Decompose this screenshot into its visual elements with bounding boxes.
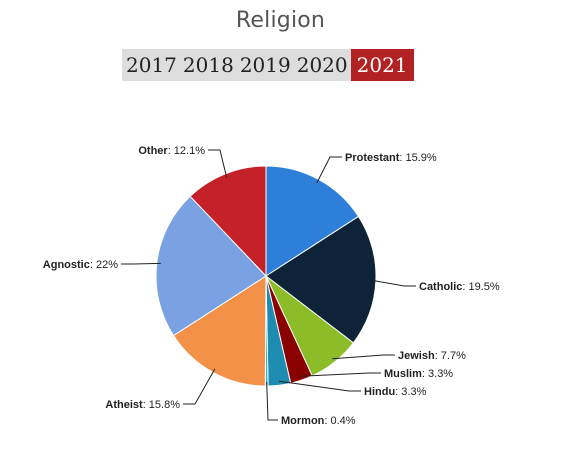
label-value: : 19.5% xyxy=(462,281,500,293)
label-value: : 15.9% xyxy=(399,152,437,164)
label-name: Other xyxy=(138,145,168,157)
connector-atheist xyxy=(183,368,216,405)
tab-year-2021[interactable]: 2021 xyxy=(350,49,414,81)
pie-slices xyxy=(155,165,377,387)
label-atheist: Atheist: 15.8% xyxy=(105,399,180,411)
label-value: : 3.3% xyxy=(395,386,426,398)
label-name: Jewish xyxy=(398,350,435,362)
label-other: Other: 12.1% xyxy=(138,145,205,157)
connector-protestant xyxy=(316,156,342,184)
label-catholic: Catholic: 19.5% xyxy=(419,281,500,293)
pie-slice-other[interactable] xyxy=(189,165,267,278)
label-name: Catholic xyxy=(419,281,462,293)
label-value: : 15.8% xyxy=(143,399,181,411)
page-title: Religion xyxy=(235,8,326,33)
connector-other xyxy=(208,149,228,178)
connector-agnostic xyxy=(121,262,161,265)
label-value: : 22% xyxy=(90,259,118,271)
connector-mormon xyxy=(266,381,278,421)
label-value: : 0.4% xyxy=(324,415,355,427)
label-name: Protestant xyxy=(345,152,400,164)
label-jewish: Jewish: 7.7% xyxy=(398,350,466,362)
connector-jewish xyxy=(332,354,395,360)
connector-hindu xyxy=(278,380,361,392)
pie-slice-agnostic[interactable] xyxy=(155,195,267,337)
tab-year-2020[interactable]: 2020 xyxy=(296,53,348,77)
tab-year-2019[interactable]: 2019 xyxy=(239,53,291,77)
label-name: Hindu xyxy=(364,386,395,398)
label-mormon: Mormon: 0.4% xyxy=(281,415,356,427)
label-name: Muslim xyxy=(384,368,422,380)
label-muslim: Muslim: 3.3% xyxy=(384,368,453,380)
label-value: : 12.1% xyxy=(168,145,206,157)
tab-year-2018[interactable]: 2018 xyxy=(182,53,234,77)
tab-year-2017[interactable]: 2017 xyxy=(126,53,177,77)
label-protestant: Protestant: 15.9% xyxy=(345,152,437,164)
connector-muslim xyxy=(300,372,381,377)
label-value: : 3.3% xyxy=(422,368,453,380)
label-value: : 7.7% xyxy=(435,350,466,362)
label-agnostic: Agnostic: 22% xyxy=(43,259,118,271)
pie-labels: Protestant: 15.9%Catholic: 19.5%Jewish: … xyxy=(43,145,500,427)
connector-catholic xyxy=(371,279,416,287)
year-tabs: 2017 2018 2019 2020 2021 xyxy=(122,49,414,81)
label-name: Atheist xyxy=(105,399,143,411)
label-hindu: Hindu: 3.3% xyxy=(364,386,427,398)
label-name: Mormon xyxy=(281,415,325,427)
label-name: Agnostic xyxy=(43,259,90,271)
pie-slice-catholic[interactable] xyxy=(265,215,377,344)
